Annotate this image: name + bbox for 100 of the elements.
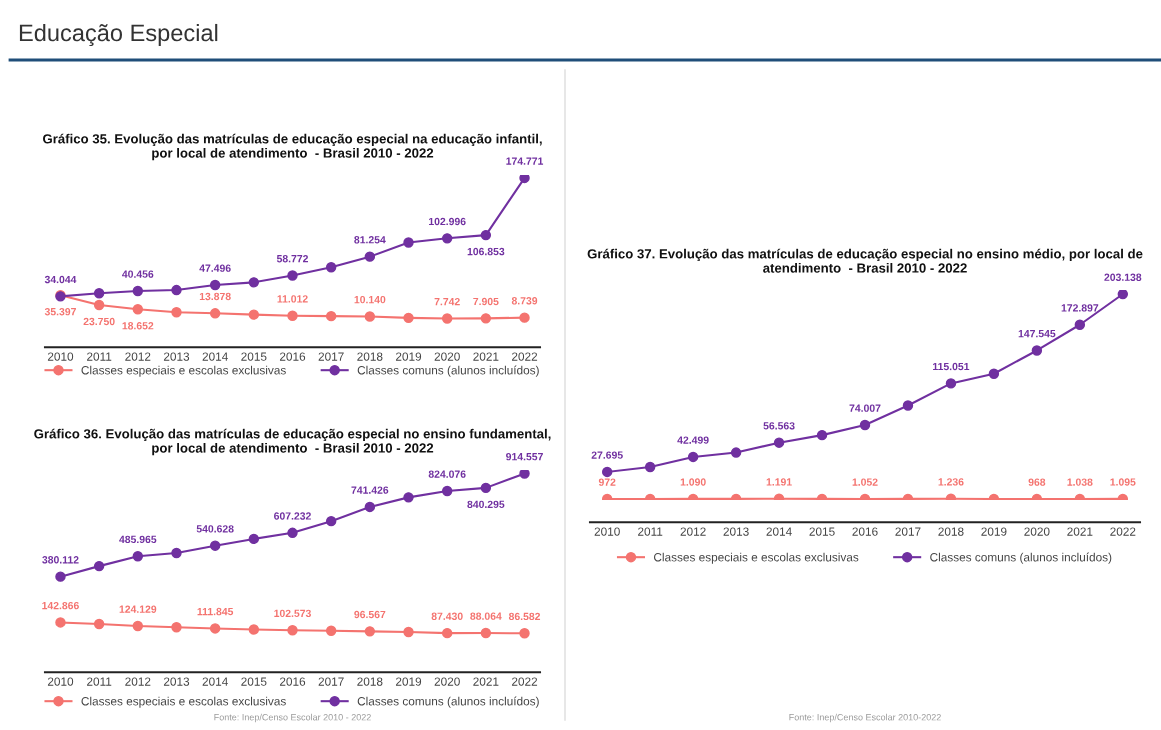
point	[480, 627, 492, 639]
point	[480, 313, 492, 324]
data-label: 203.138	[1104, 273, 1142, 281]
source-note: Fonte: Inep/Censo Escolar 2010 - 2022	[214, 713, 371, 723]
data-label: 102.573	[274, 609, 311, 618]
x-tick-label: 2022	[1110, 527, 1136, 536]
x-tick-label: 2013	[163, 352, 190, 361]
point	[325, 625, 337, 636]
x-tick-label: 2014	[766, 527, 792, 536]
x-tick-label: 2018	[938, 527, 964, 536]
point	[132, 551, 144, 562]
point	[171, 284, 182, 296]
point	[93, 560, 105, 572]
x-tick-label: 2014	[202, 352, 228, 361]
legend-label: Classes especiais e escolas exclusivas	[81, 696, 286, 708]
data-label: 10.140	[354, 295, 386, 304]
data-label: 174.771	[506, 157, 544, 165]
data-label: 11.012	[277, 295, 308, 303]
point	[55, 617, 66, 628]
point	[1074, 319, 1086, 330]
point	[325, 515, 337, 527]
data-label: 1.191	[766, 478, 792, 486]
x-tick-label: 2017	[318, 352, 344, 361]
point	[902, 400, 914, 411]
x-tick-label: 2017	[895, 527, 921, 536]
x-tick-label: 2019	[981, 527, 1007, 536]
point	[209, 540, 221, 551]
data-label: 824.076	[428, 470, 466, 478]
point	[209, 623, 221, 634]
x-tick-label: 2022	[512, 352, 538, 361]
data-label: 124.129	[119, 605, 157, 613]
point	[55, 571, 66, 582]
point	[519, 470, 530, 479]
data-label: 23.750	[83, 317, 115, 326]
x-tick-label: 2016	[279, 677, 306, 686]
x-tick-label: 2017	[318, 677, 344, 686]
point	[519, 175, 530, 184]
point	[248, 624, 260, 635]
data-label: 34.044	[44, 275, 77, 284]
point	[816, 429, 828, 441]
x-tick-label: 2019	[395, 352, 422, 361]
point	[859, 419, 871, 431]
x-tick-label: 2015	[241, 677, 267, 686]
data-label: 380.112	[42, 556, 79, 564]
point	[248, 309, 260, 320]
x-tick-label: 2021	[473, 677, 499, 686]
data-label: 40.456	[122, 270, 154, 278]
point	[325, 310, 337, 322]
data-label: 607.232	[274, 512, 311, 520]
x-tick-label: 2018	[357, 677, 383, 686]
data-label: 111.845	[197, 607, 234, 616]
chart-title: Gráfico 37. Evolução das matrículas de educação especial no ensino médio, por local de atendimento - Brasil 2010 - 2022	[587, 248, 1143, 273]
point	[364, 311, 376, 322]
point	[132, 285, 144, 297]
point	[171, 307, 182, 318]
point	[287, 270, 298, 281]
x-tick-label: 2021	[1067, 527, 1093, 536]
legend-label: Classes comuns (alunos incluídos)	[357, 696, 539, 708]
legend-label: Classes comuns (alunos incluídos)	[357, 365, 539, 377]
data-label: 115.051	[933, 362, 970, 371]
point	[519, 312, 530, 323]
point	[325, 261, 337, 273]
data-label: 7.905	[473, 297, 499, 306]
data-label: 972	[598, 478, 616, 486]
data-label: 7.742	[434, 297, 460, 306]
data-label: 485.965	[119, 535, 157, 544]
point	[171, 622, 182, 633]
data-label: 147.545	[1018, 330, 1056, 338]
data-label: 142.866	[42, 601, 79, 610]
source-note: Fonte: Inep/Censo Escolar 2010-2022	[789, 713, 941, 723]
point	[364, 501, 376, 513]
data-label: 8.739	[511, 297, 538, 305]
data-label: 1.038	[1067, 478, 1093, 486]
point	[441, 313, 453, 324]
point	[403, 312, 414, 324]
data-label: 42.499	[677, 436, 709, 444]
x-tick-label: 2021	[473, 352, 499, 361]
data-label: 106.853	[467, 247, 505, 256]
point	[132, 620, 144, 632]
point	[988, 368, 1000, 379]
x-tick-label: 2012	[125, 352, 151, 361]
data-label: 96.567	[354, 610, 386, 619]
point	[773, 437, 785, 448]
x-tick-label: 2012	[680, 527, 706, 536]
point	[132, 304, 144, 315]
x-tick-label: 2010	[594, 527, 620, 536]
data-label: 1.090	[680, 478, 706, 486]
data-label: 1.236	[938, 478, 964, 486]
data-label: 1.095	[1110, 478, 1136, 486]
point	[209, 308, 221, 319]
point	[171, 547, 182, 559]
point	[480, 229, 492, 241]
data-label: 86.582	[508, 612, 541, 621]
x-tick-label: 2020	[434, 352, 460, 361]
point	[730, 447, 742, 458]
data-label: 56.563	[763, 422, 795, 430]
x-tick-label: 2016	[852, 527, 878, 536]
data-label: 35.397	[44, 307, 76, 316]
data-label: 840.295	[467, 500, 505, 509]
point	[364, 626, 376, 637]
